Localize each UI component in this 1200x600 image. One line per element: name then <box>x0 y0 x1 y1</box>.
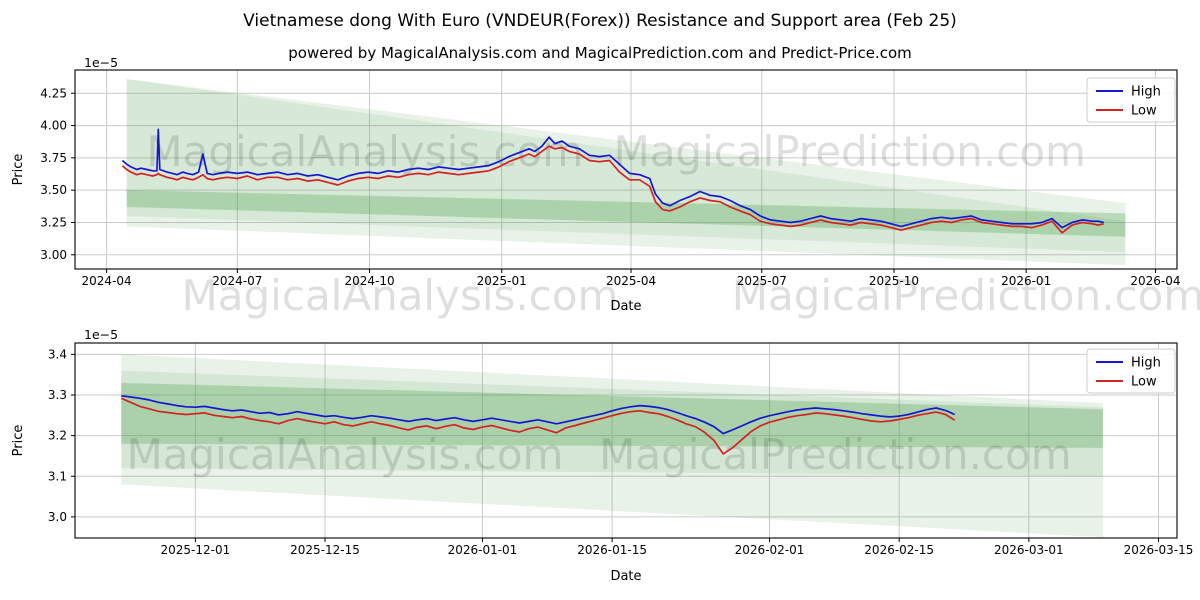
axis-offset-label: 1e−5 <box>84 55 118 70</box>
top-chart: MagicalAnalysis.com MagicalPrediction.com… <box>11 55 1181 314</box>
high-line <box>121 128 1104 229</box>
grid <box>75 343 1177 538</box>
watermark-text: MagicalPrediction.com <box>599 430 1072 479</box>
y-tick-label: 3.75 <box>40 151 67 165</box>
watermark-text: MagicalAnalysis.com <box>146 127 583 176</box>
figure-watermarks: MagicalAnalysis.com MagicalPrediction.com <box>182 271 1200 320</box>
high-line <box>121 394 956 435</box>
y-tick-label: 3.0 <box>48 510 67 524</box>
x-axis-label: Date <box>610 569 641 584</box>
chart-subtitle: powered by MagicalAnalysis.com and Magic… <box>288 44 912 62</box>
bottom-chart: MagicalAnalysis.com MagicalPrediction.com… <box>11 327 1193 584</box>
x-tick-label: 2026-01-01 <box>448 543 518 557</box>
legend: High Low <box>1086 348 1176 394</box>
legend: High Low <box>1086 77 1176 123</box>
x-tick-label: 2026-02-15 <box>864 543 934 557</box>
watermark-text: MagicalAnalysis.com <box>127 430 564 479</box>
legend-label-high: High <box>1131 85 1161 100</box>
y-tick-label: 4.25 <box>40 86 67 100</box>
x-tick-label: 2025-12-15 <box>290 543 360 557</box>
y-tick-label: 3.2 <box>48 429 67 443</box>
y-tick-label: 3.00 <box>40 248 67 262</box>
x-axis: 2024-04 2024-07 2024-10 2025-01 2025-04 2025-… <box>82 269 1181 288</box>
x-tick-label: 2025-04 <box>606 274 656 288</box>
legend-label-low: Low <box>1131 375 1157 390</box>
x-tick-label: 2024-10 <box>344 274 394 288</box>
chart-title: Vietnamese dong With Euro (VNDEUR(Forex)… <box>243 11 957 31</box>
plot-border <box>74 342 1178 539</box>
x-axis-label: Date <box>610 299 641 314</box>
y-axis: 3.00 3.25 3.50 3.75 4.00 4.25 <box>40 86 75 262</box>
x-tick-label: 2026-01 <box>1001 274 1051 288</box>
x-axis: 2025-12-01 2025-12-15 2026-01-01 2026-01-15… <box>161 538 1194 557</box>
x-tick-label: 2025-01 <box>477 274 527 288</box>
low-line <box>121 145 1104 234</box>
y-tick-label: 3.50 <box>40 183 67 197</box>
plot-watermarks: MagicalAnalysis.com MagicalPrediction.com <box>146 127 1086 176</box>
y-tick-label: 3.25 <box>40 215 67 229</box>
y-tick-label: 3.4 <box>48 347 67 361</box>
y-tick-label: 4.00 <box>40 119 67 133</box>
y-axis-label: Price <box>11 425 26 457</box>
grid <box>75 70 1177 269</box>
axis-offset-label: 1e−5 <box>84 327 118 342</box>
plot-border <box>74 69 1178 270</box>
x-tick-label: 2024-07 <box>212 274 262 288</box>
x-tick-label: 2026-02-01 <box>735 543 805 557</box>
low-line <box>120 397 956 455</box>
x-tick-label: 2025-12-01 <box>161 543 231 557</box>
watermark-text: MagicalPrediction.com <box>613 127 1086 176</box>
x-tick-label: 2025-07 <box>737 274 787 288</box>
watermark-text: MagicalPrediction.com <box>732 271 1200 320</box>
legend-label-high: High <box>1131 356 1161 371</box>
y-axis: 3.0 3.1 3.2 3.3 3.4 <box>48 347 75 524</box>
x-tick-label: 2026-03-01 <box>994 543 1064 557</box>
x-tick-label: 2026-04 <box>1130 274 1180 288</box>
legend-label-low: Low <box>1131 104 1157 119</box>
x-tick-label: 2025-10 <box>869 274 919 288</box>
plot-watermarks: MagicalAnalysis.com MagicalPrediction.com <box>127 430 1072 479</box>
y-tick-label: 3.1 <box>48 469 67 483</box>
x-tick-label: 2024-04 <box>82 274 132 288</box>
y-axis-label: Price <box>11 154 26 186</box>
x-tick-label: 2026-01-15 <box>577 543 647 557</box>
x-tick-label: 2026-03-15 <box>1124 543 1194 557</box>
watermark-text: MagicalAnalysis.com <box>182 271 619 320</box>
y-tick-label: 3.3 <box>48 388 67 402</box>
